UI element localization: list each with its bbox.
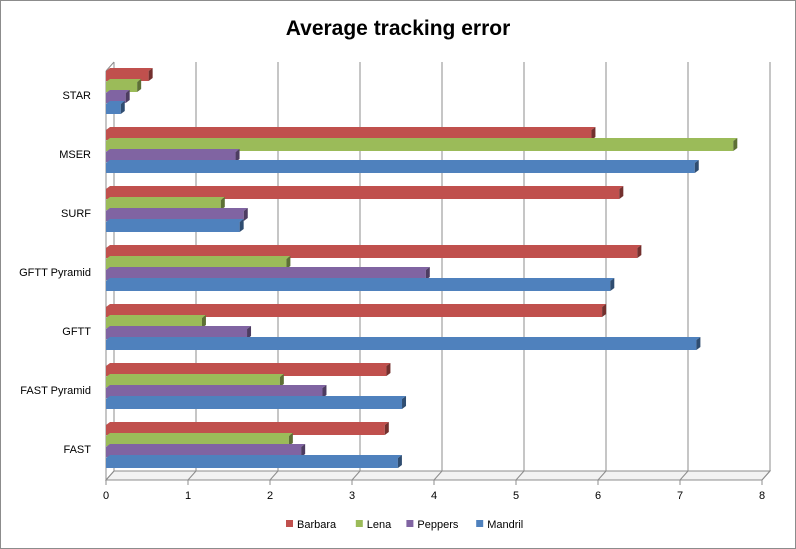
legend-label: Barbara (297, 519, 337, 531)
legend-swatch (355, 520, 363, 527)
y-category-label: SURF (61, 208, 91, 220)
x-tick-label: 7 (677, 490, 683, 502)
bar-mandril (106, 396, 407, 409)
y-axis-categories: STAR MSER SURF GFTT Pyramid GFTT FAST Pyramid… (19, 90, 91, 456)
y-category-label: MSER (59, 149, 91, 161)
legend-item-barbara: Barbara (286, 519, 337, 531)
bar-mandril (106, 160, 699, 173)
chart-title: Average tracking error (286, 17, 511, 40)
bars (106, 68, 738, 468)
bar-mandril (106, 219, 244, 232)
bar-peppers (106, 385, 327, 398)
bar-barbara (106, 363, 391, 376)
bar-mandril (106, 455, 402, 468)
x-tick-label: 3 (349, 490, 355, 502)
grid-line (597, 62, 607, 481)
x-tick-label: 1 (185, 490, 191, 502)
x-tick-label: 4 (431, 490, 437, 502)
x-tick-label: 0 (103, 490, 109, 502)
y-category-label: FAST (63, 444, 91, 456)
bar-barbara (106, 127, 596, 140)
bar-lena (106, 79, 142, 92)
x-tick-label: 5 (513, 490, 519, 502)
grid-line (679, 62, 689, 481)
x-tick-label: 8 (759, 490, 765, 502)
bar-peppers (106, 444, 306, 457)
bar-barbara (106, 304, 607, 317)
y-category-label: GFTT (62, 326, 91, 338)
grid-line (433, 62, 443, 481)
x-tick-label: 2 (267, 490, 273, 502)
grid-line (761, 62, 771, 481)
legend-label: Lena (367, 519, 392, 531)
bar-mandril (106, 337, 701, 350)
bar-peppers (106, 208, 248, 221)
side-wall-top-edge (105, 61, 115, 72)
x-tick-label: 6 (595, 490, 601, 502)
bar-peppers (106, 90, 130, 103)
bar-peppers (106, 267, 430, 280)
bar-lena (106, 315, 206, 328)
bar-mandril (106, 101, 125, 114)
bar-lena (106, 374, 284, 387)
bar-peppers (106, 149, 240, 162)
bar-barbara (106, 68, 153, 81)
legend-swatch (476, 520, 484, 527)
y-category-label: STAR (62, 90, 91, 102)
y-category-label: GFTT Pyramid (19, 267, 91, 279)
legend-swatch (286, 520, 293, 527)
bar-lena (106, 138, 738, 151)
legend-item-lena: Lena (355, 519, 392, 531)
bar-lena (106, 433, 293, 446)
x-axis-ticks: 0 1 2 3 4 5 6 7 8 (103, 480, 765, 502)
bar-barbara (106, 422, 389, 435)
bar-peppers (106, 326, 252, 339)
bar-lena (106, 256, 291, 269)
bar-barbara (106, 245, 642, 258)
legend-item-peppers: Peppers (406, 519, 459, 531)
bar-mandril (106, 278, 615, 291)
legend: Barbara Lena Peppers Mandril (286, 519, 523, 531)
legend-label: Peppers (417, 519, 458, 531)
bar-barbara (106, 186, 624, 199)
bar-lena (106, 197, 225, 210)
legend-swatch (406, 520, 414, 527)
grid-line (515, 62, 525, 481)
legend-item-mandril: Mandril (476, 519, 523, 531)
legend-label: Mandril (487, 519, 523, 531)
y-category-label: FAST Pyramid (20, 385, 91, 397)
